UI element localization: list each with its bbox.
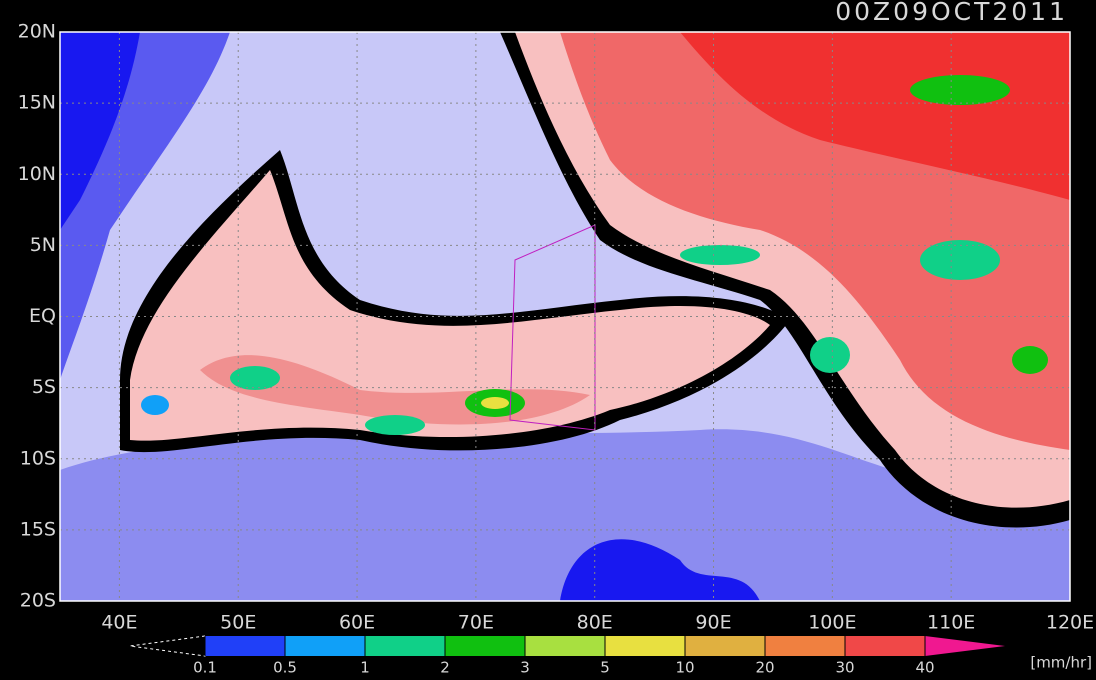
lat-label: 10S xyxy=(20,447,56,469)
cell xyxy=(910,75,1010,105)
colorbar-label: 30 xyxy=(835,659,854,677)
cell xyxy=(810,337,850,373)
colorbar-segment xyxy=(365,636,445,656)
colorbar-segment xyxy=(685,636,765,656)
lat-label: 15N xyxy=(18,92,56,114)
cell xyxy=(920,240,1000,280)
map-frame xyxy=(59,31,1071,602)
cell xyxy=(1012,346,1048,374)
precipitation-field xyxy=(60,32,1070,601)
colorbar-label: 1 xyxy=(360,659,370,677)
colorbar-label: 0.5 xyxy=(273,659,297,677)
colorbar-segment xyxy=(765,636,845,656)
colorbar-label: 5 xyxy=(600,659,610,677)
colorbar-segment xyxy=(605,636,685,656)
colorbar-label: 20 xyxy=(755,659,774,677)
lat-label: 20S xyxy=(20,590,56,612)
lon-label: 50E xyxy=(220,612,256,634)
lat-label: 5N xyxy=(30,234,56,256)
colorbar-over xyxy=(925,636,1005,656)
lon-label: 120E xyxy=(1046,612,1094,634)
lat-label: 10N xyxy=(18,163,56,185)
lon-label: 110E xyxy=(927,612,975,634)
lon-label: 90E xyxy=(695,612,731,634)
low-field xyxy=(60,32,140,230)
colorbar-label: 2 xyxy=(440,659,450,677)
cell xyxy=(141,395,169,415)
map-title: 00Z09OCT2011 xyxy=(835,0,1068,26)
lon-label: 70E xyxy=(458,612,494,634)
lat-label: 20N xyxy=(18,21,56,43)
colorbar-label: 0.1 xyxy=(193,659,217,677)
colorbar-label: 10 xyxy=(675,659,694,677)
lon-label: 40E xyxy=(101,612,137,634)
cell xyxy=(680,245,760,265)
low-field xyxy=(60,429,1070,601)
colorbar-label: 3 xyxy=(520,659,530,677)
colorbar-unit: [mm/hr] xyxy=(1030,654,1092,672)
colorbar-segment xyxy=(205,636,285,656)
colorbar-segment xyxy=(285,636,365,656)
convective-cells xyxy=(141,75,1048,435)
cell xyxy=(365,415,425,435)
colorbar-segment xyxy=(845,636,925,656)
cell xyxy=(230,366,280,390)
lon-label: 80E xyxy=(577,612,613,634)
colorbar-segment xyxy=(445,636,525,656)
cell xyxy=(481,397,509,409)
lat-label: 5S xyxy=(32,376,56,398)
lon-label: 60E xyxy=(339,612,375,634)
low-field xyxy=(560,539,760,601)
graticule xyxy=(60,32,1070,601)
heavy-rain xyxy=(680,32,1070,200)
lon-label: 100E xyxy=(808,612,856,634)
lat-label: 15S xyxy=(20,518,56,540)
colorbar-label: 40 xyxy=(915,659,934,677)
lat-label: EQ xyxy=(29,305,56,327)
colorbar-segment xyxy=(525,636,605,656)
colorbar-under xyxy=(129,635,206,657)
